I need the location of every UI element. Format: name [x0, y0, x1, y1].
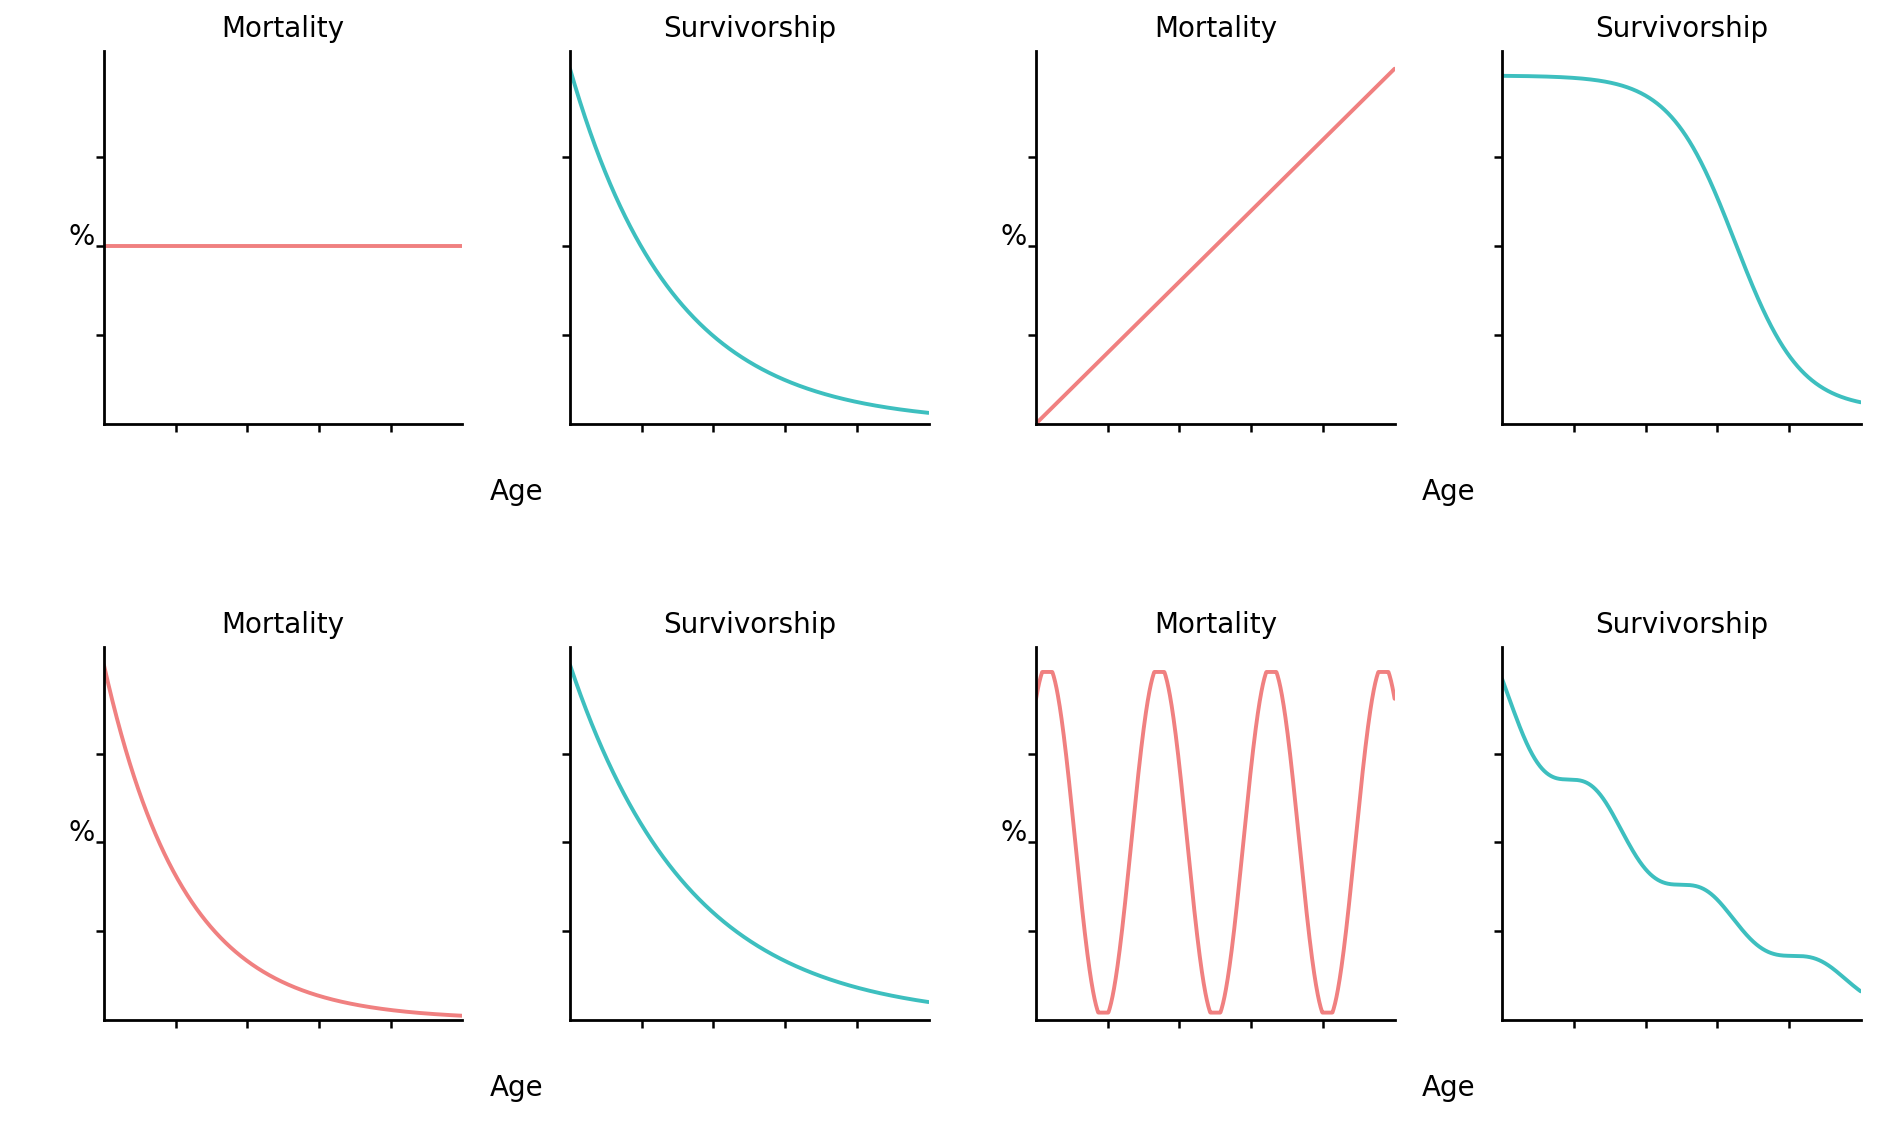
- Y-axis label: %: %: [68, 819, 94, 847]
- Text: Age: Age: [1422, 1074, 1475, 1102]
- Text: Age: Age: [489, 1074, 542, 1102]
- Title: Survivorship: Survivorship: [1594, 15, 1768, 43]
- Title: Mortality: Mortality: [221, 611, 344, 639]
- Title: Mortality: Mortality: [221, 15, 344, 43]
- Text: Age: Age: [489, 478, 542, 506]
- Title: Survivorship: Survivorship: [1594, 611, 1768, 639]
- Title: Mortality: Mortality: [1154, 611, 1277, 639]
- Title: Mortality: Mortality: [1154, 15, 1277, 43]
- Y-axis label: %: %: [1001, 819, 1028, 847]
- Title: Survivorship: Survivorship: [663, 15, 835, 43]
- Title: Survivorship: Survivorship: [663, 611, 835, 639]
- Text: Age: Age: [1422, 478, 1475, 506]
- Y-axis label: %: %: [1001, 223, 1028, 252]
- Y-axis label: %: %: [68, 223, 94, 252]
